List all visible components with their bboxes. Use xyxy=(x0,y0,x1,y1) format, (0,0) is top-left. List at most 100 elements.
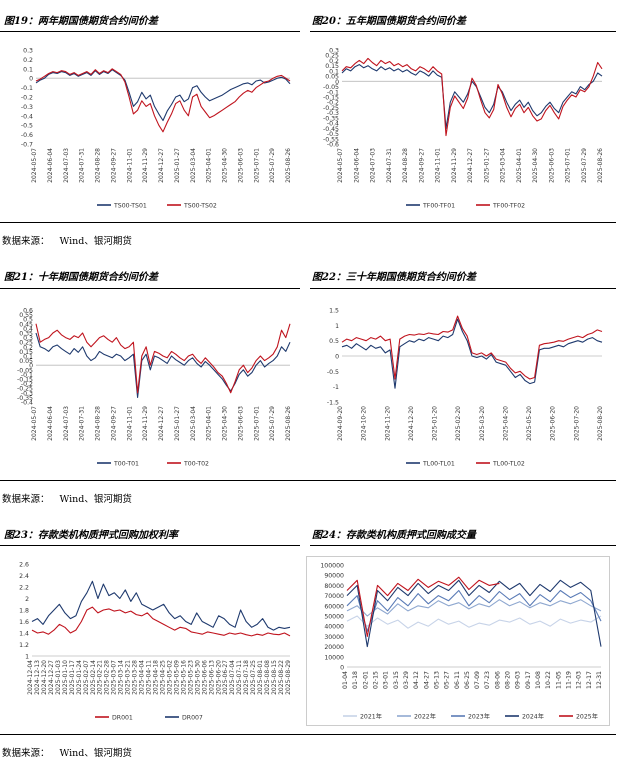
y-tick-label: 0 xyxy=(335,354,339,361)
source-value: Wind、银河期货 xyxy=(59,748,132,759)
y-tick-label: -0.6 xyxy=(327,142,339,149)
y-tick-label: 0.55 xyxy=(19,312,33,319)
y-tick-label: -0.4 xyxy=(21,113,33,120)
source-label: 数据来源： xyxy=(2,236,50,247)
y-tick-label: -0.15 xyxy=(323,95,339,102)
x-tick-label: 2024-11-01 xyxy=(126,148,133,183)
y-tick-label: 60000 xyxy=(324,603,344,610)
x-tick-label: 2024-07-31 xyxy=(386,148,393,183)
line-chart-tl-spread: -1.5 -1 -0.5 0 0.5 1 1.5 2024-09-20 2024-10-20 20… xyxy=(312,302,610,472)
x-tick-label: 2025-04-01 xyxy=(206,148,213,183)
y-tick-label: 1 xyxy=(25,654,29,661)
x-tick-label: 2025-03-04 xyxy=(190,406,197,441)
x-tick-label: 2024-06-04 xyxy=(47,148,54,183)
y-tick-label: 1.6 xyxy=(19,619,29,626)
x-tick-label: 07-09 xyxy=(474,671,481,689)
y-tick-label: 0.15 xyxy=(19,349,33,356)
y-tick-label: 0.2 xyxy=(23,57,33,64)
source-label: 数据来源： xyxy=(2,748,50,759)
x-tick-label: 01-18 xyxy=(352,671,359,689)
series-line xyxy=(31,606,291,637)
x-tick-label: 2024-08-28 xyxy=(402,148,409,183)
x-tick-label: 2025-08-22 xyxy=(278,660,285,695)
legend-label: 2024年 xyxy=(522,713,544,721)
y-tick-label: -0.25 xyxy=(17,386,33,393)
x-tick-label: 12-31 xyxy=(596,671,603,689)
x-tick-label: 2025-03-04 xyxy=(190,148,197,183)
x-tick-label: 2024-07-03 xyxy=(63,148,70,183)
y-tick-label: -0.4 xyxy=(21,400,33,407)
divider xyxy=(0,288,300,289)
x-tick-label: 2025-05-09 xyxy=(173,660,180,695)
x-tick-label: 2025-03-14 xyxy=(118,660,125,695)
x-tick-label: 2025-05-30 xyxy=(194,660,201,695)
y-tick-label: 0 xyxy=(29,76,33,83)
y-tick-label: 2 xyxy=(25,596,29,603)
x-tick-label: 2025-02-20 xyxy=(455,406,462,441)
divider xyxy=(0,480,616,481)
series-line xyxy=(35,68,291,133)
y-tick-label: -0.5 xyxy=(327,369,339,376)
divider xyxy=(310,545,616,546)
y-tick-label: 1 xyxy=(335,323,339,330)
y-tick-label: 1.2 xyxy=(19,642,29,649)
x-tick-label: 2025-07-25 xyxy=(250,660,257,695)
x-tick-label: 11-19 xyxy=(566,671,573,689)
line-chart-t-spread: -0.4 -0.35 -0.3 -0.25 -0.2 -0.15 -0.1 -0.05 0 0.0… xyxy=(6,302,298,472)
x-tick-label: 2024-07-31 xyxy=(79,148,86,183)
chart-title: 图19：两年期国债期货合约间价差 xyxy=(4,16,158,27)
y-tick-label: -0.3 xyxy=(21,104,33,111)
x-tick-label: 2025-04-01 xyxy=(206,406,213,441)
x-tick-label: 2025-04-25 xyxy=(159,660,166,695)
x-tick-label: 2025-06-20 xyxy=(215,660,222,695)
x-tick-label: 2025-05-23 xyxy=(187,660,194,695)
y-tick-label: 80000 xyxy=(324,583,344,590)
series-line xyxy=(346,576,500,637)
y-tick-label: -0.25 xyxy=(323,105,339,112)
chart-title: 图20：五年期国债期货合约间价差 xyxy=(312,16,466,27)
x-tick-label: 2025-06-06 xyxy=(201,660,208,695)
y-tick-label: 0.2 xyxy=(23,344,33,351)
y-tick-label: 0 xyxy=(340,665,344,672)
legend-label: TL00-TL01 xyxy=(422,461,455,468)
x-tick-label: 2024-07-03 xyxy=(370,148,377,183)
x-tick-label: 2025-07-18 xyxy=(243,660,250,695)
x-tick-label: 2024-11-01 xyxy=(126,406,133,441)
line-chart-dr-rate: 1 1.2 1.4 1.6 1.8 2 2.2 2.4 2.6 2024-12-04 2024-12… xyxy=(2,556,298,726)
x-tick-label: 2024-12-27 xyxy=(48,660,55,695)
x-tick-label: 2024-12-27 xyxy=(467,148,474,183)
line-chart-tf-spread: -0.6 -0.55 -0.5 -0.45 -0.4 -0.35 -0.3 -0.25 -0.2… xyxy=(312,42,610,214)
legend-label: TF00-TF01 xyxy=(422,203,455,210)
y-tick-label: 0.1 xyxy=(23,354,33,361)
divider xyxy=(0,734,616,735)
x-tick-label: 2025-06-03 xyxy=(548,148,555,183)
legend-label: TL00-TL02 xyxy=(492,461,525,468)
x-tick-label: 03-15 xyxy=(393,671,400,689)
x-tick-label: 06-25 xyxy=(464,671,471,689)
legend-label: 2025年 xyxy=(576,713,598,721)
y-tick-label: 0.4 xyxy=(23,326,33,333)
x-tick-label: 04-27 xyxy=(423,671,430,689)
y-tick-label: 0.5 xyxy=(329,338,339,345)
chart-title: 图22：三十年期国债期货合约间价差 xyxy=(312,272,476,283)
x-tick-label: 2025-05-02 xyxy=(166,660,173,695)
x-tick-label: 2025-01-27 xyxy=(483,148,490,183)
x-tick-label: 2025-07-20 xyxy=(573,406,580,441)
y-tick-label: 0.35 xyxy=(19,331,33,338)
y-tick-label: -0.1 xyxy=(21,85,33,92)
y-tick-label: 90000 xyxy=(324,573,344,580)
x-tick-label: 2025-03-04 xyxy=(500,148,507,183)
x-tick-label: 2024-11-01 xyxy=(435,148,442,183)
x-tick-label: 2025-06-13 xyxy=(208,660,215,695)
x-tick-label: 10-08 xyxy=(535,671,542,689)
x-tick-label: 2025-06-03 xyxy=(237,148,244,183)
x-tick-label: 2024-09-27 xyxy=(110,148,117,183)
y-tick-label: 10000 xyxy=(324,654,344,661)
x-tick-label: 2025-01-10 xyxy=(62,660,69,695)
series-line xyxy=(341,318,603,389)
y-tick-label: 100000 xyxy=(320,563,344,570)
y-tick-label: -1.5 xyxy=(327,400,339,407)
divider xyxy=(0,31,300,32)
legend-label: TF00-TF02 xyxy=(492,203,525,210)
y-tick-label: 0.05 xyxy=(325,74,339,81)
